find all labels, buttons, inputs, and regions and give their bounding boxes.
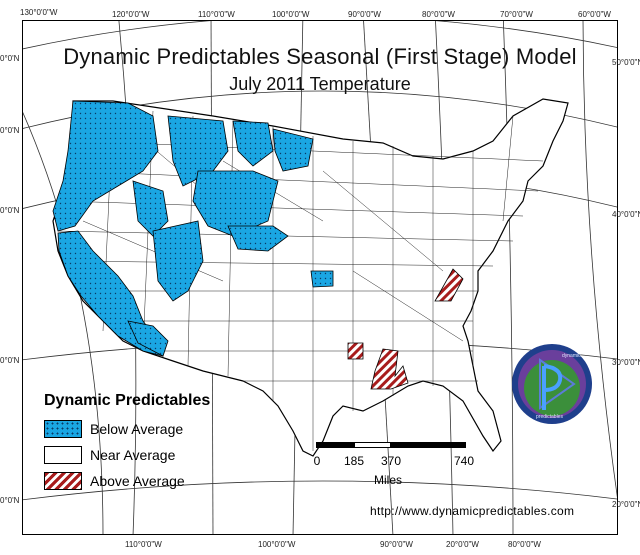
tick-bottom-1: 110°0'0"W xyxy=(125,540,162,549)
legend-label-above: Above Average xyxy=(90,473,185,489)
tick-left-4: 0°0'N xyxy=(0,356,20,365)
scale-bar: 0 185 370 740 Miles xyxy=(313,440,474,500)
tick-top-8: 60°0'0"W xyxy=(578,10,611,19)
legend-swatch-below xyxy=(44,420,82,438)
map-title: Dynamic Predictables Seasonal (First Sta… xyxy=(63,44,577,69)
scale-segment-1 xyxy=(316,442,354,448)
tick-bottom-5: 80°0'0"W xyxy=(508,540,541,549)
tick-top-6: 80°0'0"W xyxy=(422,10,455,19)
map-frame xyxy=(22,20,618,535)
website-url: http://www.dynamicpredictables.com xyxy=(370,504,575,518)
legend-item-below: Below Average xyxy=(44,416,254,442)
tick-top-3: 110°0'0"W xyxy=(198,10,235,19)
tick-top-2: 120°0'0"W xyxy=(112,10,150,19)
legend-item-above: Above Average xyxy=(44,468,254,494)
tick-right-4: 20°0'0"N xyxy=(612,500,640,509)
tick-right-3: 30°0'0"N xyxy=(612,358,640,367)
legend-swatch-near xyxy=(44,446,82,464)
legend-item-near: Near Average xyxy=(44,442,254,468)
svg-text:dynamic: dynamic xyxy=(562,353,581,359)
legend-label-near: Near Average xyxy=(90,447,176,463)
tick-left-5: 0°0'N xyxy=(0,496,20,505)
scale-label-0: 0 xyxy=(313,454,321,468)
tick-top-4: 100°0'0"W xyxy=(272,10,310,19)
tick-top-7: 70°0'0"W xyxy=(500,10,533,19)
above-average-regions xyxy=(347,268,464,390)
scale-segment-2 xyxy=(354,442,391,448)
tick-bottom-3: 90°0'0"W xyxy=(380,540,413,549)
dynamic-predictables-logo: dynamic predictables xyxy=(512,344,592,424)
map-subtitle: July 2011 Temperature xyxy=(229,74,411,94)
tick-right-2: 40°0'0"N xyxy=(612,210,640,219)
tick-top-1: 130°0'0"W xyxy=(20,8,58,17)
scale-label-740: 740 xyxy=(453,454,475,468)
tick-left-1: 0°0'N xyxy=(0,54,20,63)
scale-segment-3 xyxy=(391,442,466,448)
legend-swatch-above xyxy=(44,472,82,490)
legend-label-below: Below Average xyxy=(90,421,184,437)
legend: Dynamic Predictables Below Average Near … xyxy=(44,392,254,494)
legend-heading: Dynamic Predictables xyxy=(44,392,211,409)
tick-bottom-2: 100°0'0"W xyxy=(258,540,296,549)
below-average-regions xyxy=(52,100,334,357)
tick-right-1: 50°0'0"N xyxy=(612,58,640,67)
us-map xyxy=(23,21,617,534)
tick-bottom-4: 20°0'0"W xyxy=(446,540,479,549)
svg-text:predictables: predictables xyxy=(536,414,563,420)
scale-unit: Miles xyxy=(373,473,403,487)
scale-label-370: 370 xyxy=(380,454,402,468)
tick-left-2: 0°0'N xyxy=(0,126,20,135)
tick-top-5: 90°0'0"W xyxy=(348,10,381,19)
tick-left-3: 0°0'N xyxy=(0,206,20,215)
scale-label-185: 185 xyxy=(343,454,365,468)
